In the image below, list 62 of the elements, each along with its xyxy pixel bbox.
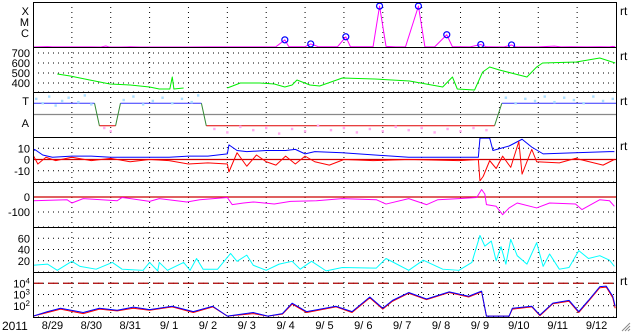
x-tick-label: 9/ 3: [238, 320, 256, 332]
y-tick-label: 500: [12, 68, 30, 80]
y-tick-label: -100: [8, 207, 30, 219]
x-tick-label: 8/31: [119, 320, 141, 332]
y-tick-label: 10: [18, 143, 30, 156]
point: [196, 94, 200, 97]
line-series: [33, 234, 615, 272]
y-tick-label: 400: [12, 78, 30, 90]
point: [142, 103, 144, 106]
x-tick-label: 9/ 9: [470, 320, 490, 332]
x-tick-label: 9/ 4: [276, 320, 295, 332]
y-tick-label: 700: [12, 48, 30, 60]
y-tick-label: 60: [18, 233, 30, 246]
y-tick-label: 40: [18, 244, 30, 256]
text: rt: [620, 49, 628, 63]
point: [48, 95, 50, 98]
y-tick-label: 600: [12, 58, 30, 70]
point: [278, 132, 280, 135]
point: [524, 98, 527, 100]
text: A: [20, 117, 29, 132]
point: [414, 2, 422, 10]
x-tick-label: 9/10: [508, 320, 530, 332]
x-tick-label: 8/29: [42, 320, 64, 332]
x-tick-label: 9/ 7: [393, 320, 412, 332]
x-axis-title: 2011: [2, 319, 28, 333]
point: [132, 95, 135, 98]
line-series: [33, 189, 615, 216]
text: rt: [620, 274, 628, 288]
point: [443, 31, 450, 38]
point: [376, 2, 384, 10]
x-tick-label: 9/ 6: [354, 320, 373, 332]
point: [592, 95, 595, 98]
text: M: [18, 16, 29, 30]
text: T: [21, 94, 29, 109]
x-tick-label: 9/ 8: [432, 320, 450, 332]
point: [307, 40, 314, 47]
y-tick-label: -10: [14, 166, 30, 178]
line-series: [33, 138, 615, 158]
x-tick-label: 9/ 1: [160, 320, 178, 332]
text: rt: [620, 94, 628, 108]
text: X: [20, 4, 29, 18]
y-tick-label: 20: [18, 256, 30, 268]
point: [77, 100, 80, 104]
point: [356, 131, 358, 134]
text: C: [20, 27, 29, 42]
x-tick-label: 9/ 5: [315, 320, 334, 332]
y-tick-label: 0: [24, 154, 30, 166]
x-tick-label: 8/30: [80, 320, 102, 332]
x-tick-label: 9/12: [586, 320, 608, 332]
text: rt: [620, 4, 628, 18]
x-tick-label: 9/11: [547, 320, 568, 332]
point: [281, 36, 288, 44]
x-tick-label: 9/ 2: [198, 320, 218, 332]
point: [226, 131, 229, 134]
point: [342, 33, 350, 40]
point: [508, 41, 516, 47]
point: [485, 128, 488, 132]
point: [433, 131, 436, 134]
point: [477, 40, 484, 47]
y-tick-label: 0: [24, 192, 30, 204]
text: rt: [620, 139, 628, 153]
point: [84, 94, 86, 97]
